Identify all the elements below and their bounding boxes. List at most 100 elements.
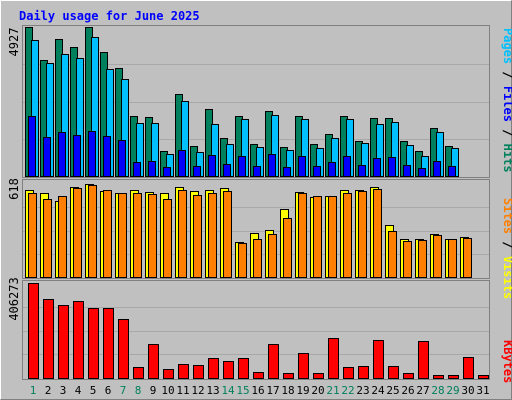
day-label-17: 17 xyxy=(266,384,279,397)
bar-sites-day-18 xyxy=(283,218,292,278)
bar-files-day-19 xyxy=(298,156,306,177)
legend-kbytes: KBytes xyxy=(501,340,512,383)
bar-kbytes-day-17 xyxy=(268,344,279,379)
bar-kbytes-day-26 xyxy=(403,373,414,379)
day-label-29: 29 xyxy=(446,384,459,397)
bar-files-day-17 xyxy=(268,154,276,177)
bar-files-day-22 xyxy=(343,156,351,177)
bar-sites-day-24 xyxy=(373,189,382,278)
bar-sites-day-7 xyxy=(118,193,127,278)
bar-sites-day-29 xyxy=(448,239,457,278)
day-label-4: 4 xyxy=(75,384,82,397)
day-label-9: 9 xyxy=(150,384,157,397)
bar-files-day-27 xyxy=(418,168,426,177)
bar-sites-day-22 xyxy=(343,193,352,278)
bar-kbytes-day-7 xyxy=(118,319,129,379)
bar-kbytes-day-11 xyxy=(178,364,189,379)
day-label-16: 16 xyxy=(251,384,264,397)
legend-visits: Visits xyxy=(501,256,512,299)
bar-kbytes-day-6 xyxy=(103,308,114,379)
bar-kbytes-day-2 xyxy=(43,299,54,379)
bar-sites-day-11 xyxy=(178,190,187,278)
bar-kbytes-day-14 xyxy=(223,361,234,379)
bar-sites-day-30 xyxy=(463,238,472,278)
day-label-19: 19 xyxy=(296,384,309,397)
legend-separator: / xyxy=(501,241,512,248)
legend-pages: Pages xyxy=(501,28,512,64)
day-label-8: 8 xyxy=(135,384,142,397)
day-label-27: 27 xyxy=(416,384,429,397)
bar-sites-day-26 xyxy=(403,241,412,278)
bar-kbytes-day-10 xyxy=(163,369,174,379)
bar-kbytes-day-24 xyxy=(373,340,384,379)
bar-sites-day-2 xyxy=(43,199,52,278)
bar-files-day-6 xyxy=(103,136,111,177)
bar-sites-day-21 xyxy=(328,196,337,278)
bar-sites-day-28 xyxy=(433,235,442,278)
day-label-22: 22 xyxy=(341,384,354,397)
bar-files-day-23 xyxy=(358,165,366,177)
bar-kbytes-day-30 xyxy=(463,357,474,379)
middle-panel-bars xyxy=(25,184,472,278)
bar-sites-day-14 xyxy=(223,191,232,278)
bar-kbytes-day-25 xyxy=(388,366,399,379)
bar-sites-day-5 xyxy=(88,185,97,278)
bar-files-day-2 xyxy=(43,137,51,177)
bar-files-day-16 xyxy=(253,166,261,177)
day-label-10: 10 xyxy=(161,384,174,397)
bar-files-day-7 xyxy=(118,140,126,177)
legend-separator: / xyxy=(501,71,512,78)
day-label-23: 23 xyxy=(356,384,369,397)
day-label-13: 13 xyxy=(206,384,219,397)
bar-sites-day-6 xyxy=(103,190,112,278)
bar-files-day-8 xyxy=(133,162,141,177)
bottom-panel-max-label: 406273 xyxy=(7,277,21,320)
bar-kbytes-day-28 xyxy=(433,375,444,379)
day-label-12: 12 xyxy=(191,384,204,397)
day-label-11: 11 xyxy=(176,384,189,397)
bottom-panel-frame xyxy=(22,280,490,380)
legend-hits: Hits xyxy=(501,144,512,173)
middle-panel-max-label: 618 xyxy=(7,178,21,200)
bar-sites-day-17 xyxy=(268,234,277,278)
day-label-24: 24 xyxy=(371,384,385,397)
chart-title: Daily usage for June 2025 xyxy=(19,9,200,23)
bar-kbytes-day-31 xyxy=(478,375,489,379)
bar-kbytes-day-21 xyxy=(328,338,339,379)
bar-kbytes-day-15 xyxy=(238,358,249,379)
day-label-6: 6 xyxy=(105,384,112,397)
bar-sites-day-27 xyxy=(418,240,427,278)
legend-files: Files xyxy=(501,86,512,122)
top-panel-max-label: 4927 xyxy=(7,28,21,57)
top-panel-legend: Pages / Files / Hits xyxy=(501,28,512,173)
bar-kbytes-day-22 xyxy=(343,367,354,379)
bar-sites-day-16 xyxy=(253,239,262,278)
bar-sites-day-10 xyxy=(163,199,172,278)
bar-files-day-24 xyxy=(373,158,381,177)
middle-panel-legend: Sites / Visits xyxy=(501,198,512,299)
day-label-18: 18 xyxy=(281,384,294,397)
bar-sites-day-9 xyxy=(148,194,157,278)
day-label-3: 3 xyxy=(60,384,67,397)
bar-kbytes-day-1 xyxy=(28,283,39,379)
bottom-panel: 406273 KBytes xyxy=(7,277,512,383)
bar-sites-day-8 xyxy=(133,193,142,278)
bar-files-day-14 xyxy=(223,164,231,177)
day-label-26: 26 xyxy=(401,384,414,397)
bar-files-day-4 xyxy=(73,135,81,177)
bar-sites-day-20 xyxy=(313,196,322,278)
bar-kbytes-day-23 xyxy=(358,366,369,379)
bar-files-day-11 xyxy=(178,150,186,177)
middle-panel: 618 Sites / Visits xyxy=(7,178,512,299)
bar-sites-day-19 xyxy=(298,193,307,278)
bar-kbytes-day-3 xyxy=(58,305,69,379)
bar-kbytes-day-19 xyxy=(298,353,309,379)
day-label-21: 21 xyxy=(326,384,339,397)
x-axis-day-labels: 1 2 3 4 5 6 7 8 9 10 11 12 13 14 15 16 17 18 19 20 21 22 23 24 2… xyxy=(30,384,490,397)
bar-kbytes-day-8 xyxy=(133,367,144,379)
bar-files-day-5 xyxy=(88,131,96,177)
day-label-30: 30 xyxy=(461,384,474,397)
